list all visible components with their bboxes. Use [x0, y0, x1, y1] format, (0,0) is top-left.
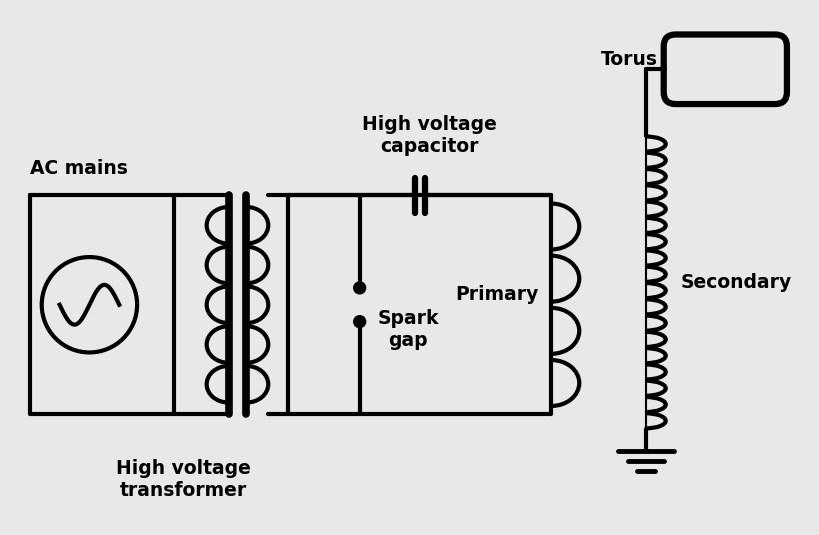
Text: Secondary: Secondary	[680, 273, 791, 292]
Text: High voltage
transformer: High voltage transformer	[116, 459, 251, 500]
Text: Primary: Primary	[455, 285, 538, 304]
FancyBboxPatch shape	[663, 34, 786, 104]
Text: Spark
gap: Spark gap	[377, 309, 438, 350]
Text: AC mains: AC mains	[29, 159, 128, 178]
Circle shape	[353, 282, 365, 294]
Text: Torus: Torus	[600, 50, 657, 69]
Text: High voltage
capacitor: High voltage capacitor	[362, 116, 496, 156]
Circle shape	[353, 316, 365, 327]
